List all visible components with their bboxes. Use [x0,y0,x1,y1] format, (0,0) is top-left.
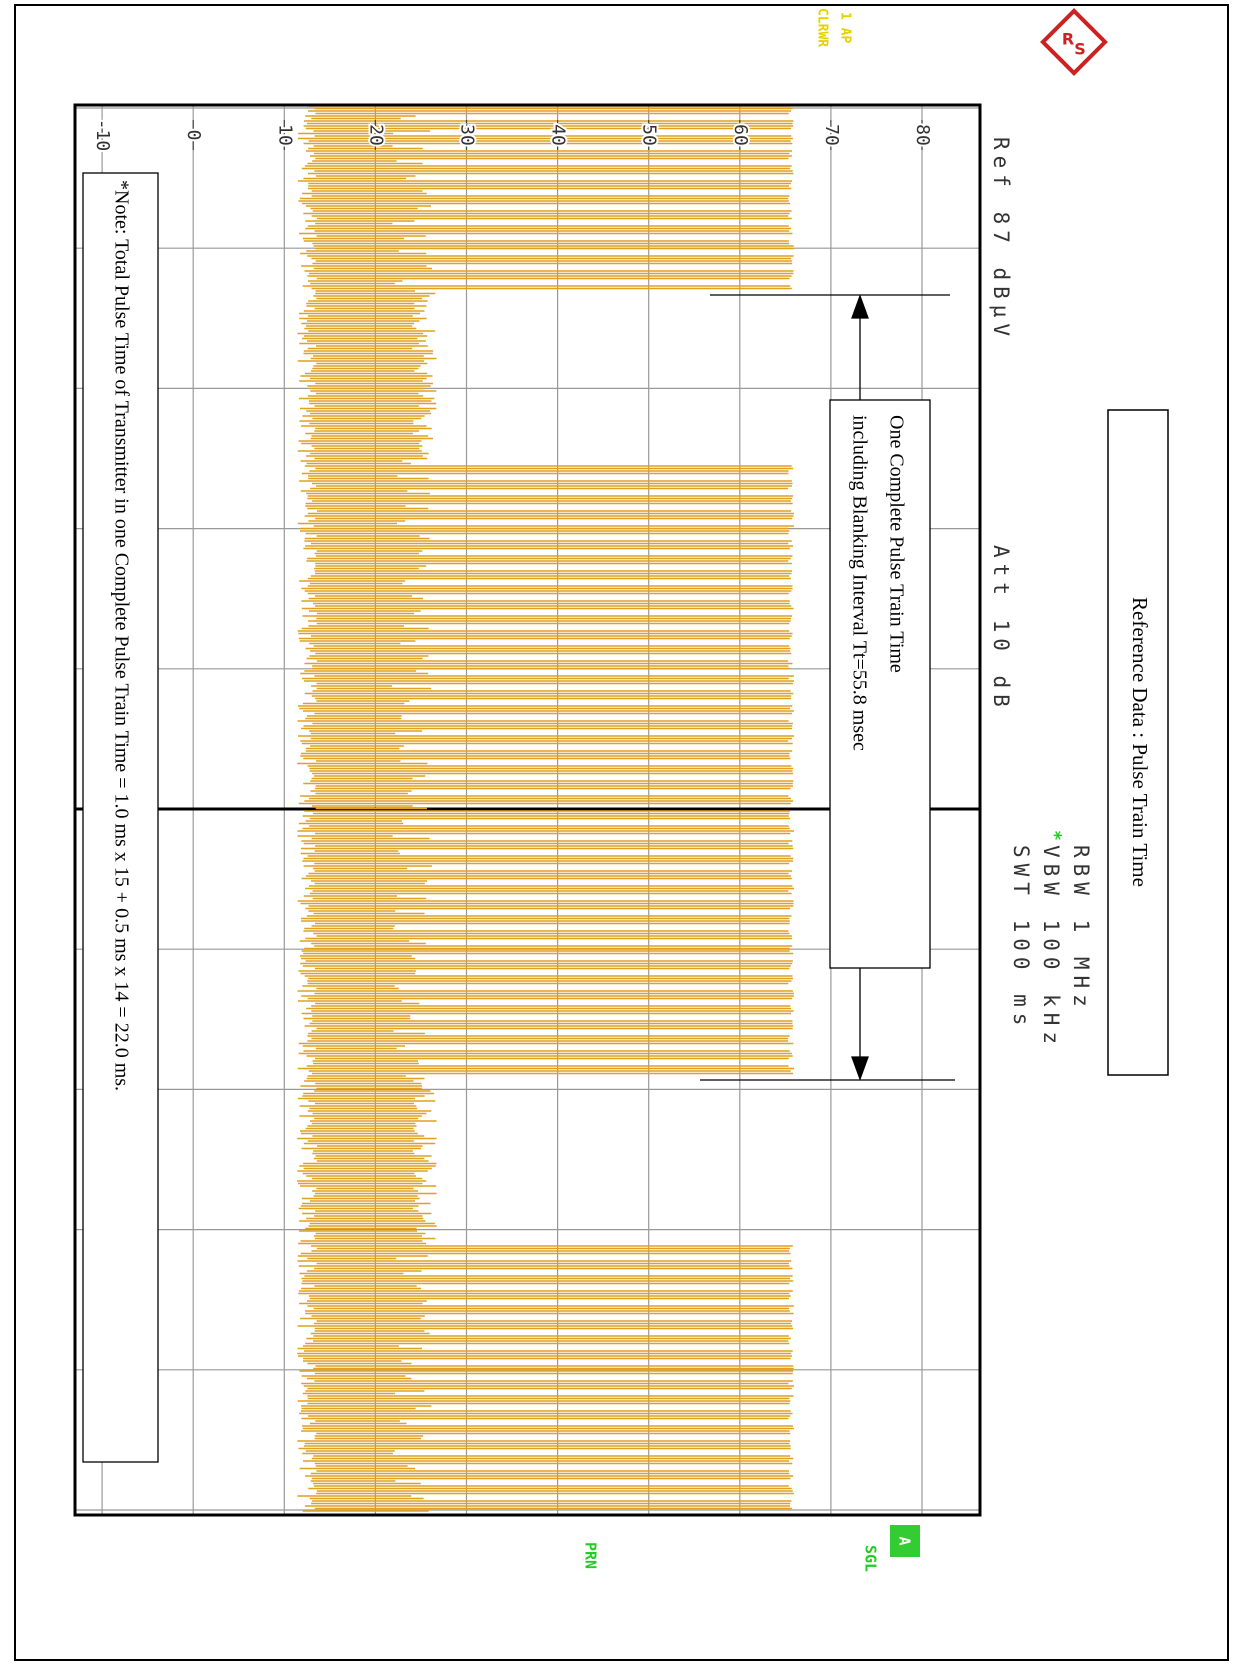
swt: SWT 100 ms [1009,845,1033,1031]
tick-label: 10 [274,124,295,146]
outer-border [14,4,1229,1661]
logo: R S [1040,8,1108,76]
vbw: VBW 100 kHz [1039,845,1063,1050]
title: Reference Data : Pulse Train Time [1128,597,1152,887]
tick-label: 70 [821,124,842,146]
status-prn: PRN [582,1542,600,1569]
annotation-line: including Blanking Interval Tt=55.8 msec [848,415,870,751]
rotated-page: Reference Data : Pulse Train Time R S Re… [14,4,1229,1661]
tick-label: 40 [548,124,569,146]
tick-label: 50 [639,124,660,146]
ref-level: Ref 87 dBµV [989,137,1013,342]
note-box [82,172,159,1463]
svg-text:S: S [1074,40,1086,59]
rbw: RBW 1 MHz [1069,845,1093,1013]
annotation-box [829,399,931,969]
status-sgl: SGL [862,1545,880,1572]
tick-label: 0 [183,130,204,141]
tick-label: -10 [92,119,113,152]
vbw-flag: * [1044,830,1065,841]
plot-frame [73,103,982,1517]
trace-mode: CLRWR [815,8,830,47]
trace-label: 1 AP [838,12,853,43]
svg-text:R: R [1062,30,1074,49]
tick-label: 20 [365,124,386,146]
tick-label: 80 [912,124,933,146]
status-a-box [890,1525,920,1557]
attenuation: Att 10 dB [989,545,1013,713]
interval-marker [700,294,955,1081]
title-box [1107,409,1169,1076]
note: *Note: Total Pulse Time of Transmitter i… [110,180,132,1091]
tick-labels: 80 70 60 50 40 30 20 10 0 -10 [90,117,935,154]
tick-label: 60 [730,124,751,146]
status-a: A [896,1536,914,1545]
annotation-line: One Complete Pulse Train Time [885,415,907,673]
tick-label: 30 [457,124,478,146]
